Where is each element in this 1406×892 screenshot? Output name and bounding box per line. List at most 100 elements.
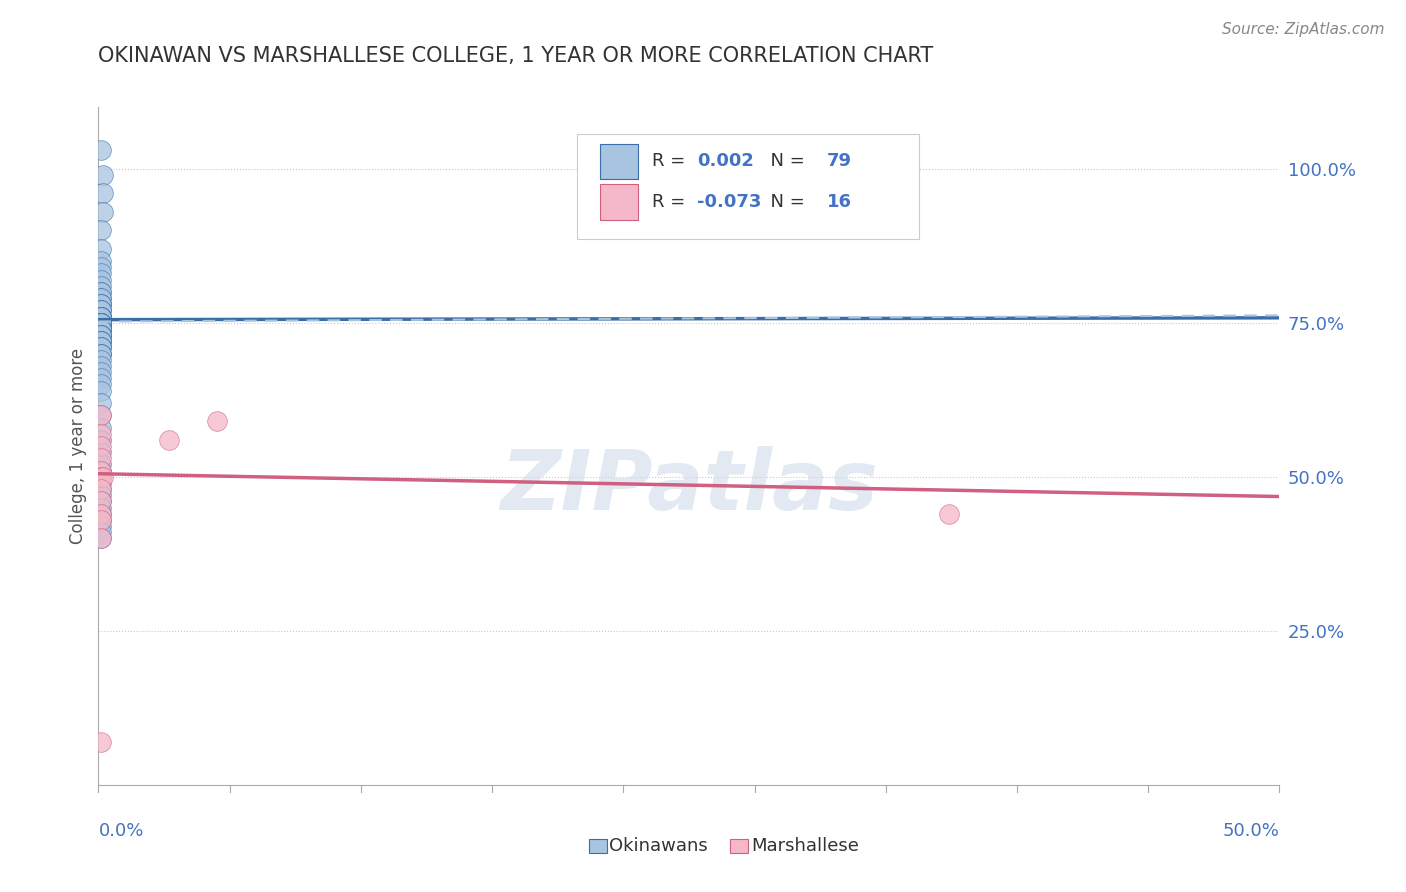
Point (91, 204, 114, 219)
Point (90, 316, 112, 330)
FancyBboxPatch shape (576, 134, 920, 239)
Point (90, 470, 112, 484)
Point (90, 310, 112, 324)
Point (90, 322, 112, 336)
Point (90, 494, 112, 508)
Point (938, 507, 960, 521)
Point (90, 507, 112, 521)
Text: Source: ZipAtlas.com: Source: ZipAtlas.com (1222, 22, 1385, 37)
Point (90, 334, 112, 349)
Point (90, 334, 112, 349)
Point (205, 414, 228, 428)
Point (90, 316, 112, 330)
Point (90, 267, 112, 281)
Point (90, 735, 112, 749)
Point (90, 316, 112, 330)
Text: N =: N = (759, 153, 810, 170)
Point (90, 420, 112, 434)
Point (90, 316, 112, 330)
Point (90, 408, 112, 422)
Point (91, 186, 114, 201)
Point (90, 328, 112, 343)
Text: 50.0%: 50.0% (1223, 822, 1279, 840)
Point (90, 291, 112, 305)
Point (90, 426, 112, 441)
Point (90, 303, 112, 318)
Point (157, 433, 180, 447)
Point (90, 260, 112, 275)
Point (90, 352, 112, 367)
Point (90, 532, 112, 546)
Point (90, 475, 112, 490)
Point (90, 310, 112, 324)
Point (90, 291, 112, 305)
Text: 0.002: 0.002 (697, 153, 754, 170)
Text: 79: 79 (827, 153, 852, 170)
Point (90, 334, 112, 349)
Point (90, 278, 112, 293)
Point (90, 433, 112, 447)
Point (91, 168, 114, 182)
Point (90, 297, 112, 311)
Point (90, 328, 112, 343)
Point (90, 464, 112, 478)
Point (90, 458, 112, 472)
Point (90, 532, 112, 546)
Point (90, 322, 112, 336)
Point (90, 445, 112, 459)
Point (90, 464, 112, 478)
Point (90, 297, 112, 311)
Point (90, 346, 112, 360)
Point (90, 340, 112, 354)
Text: 0.0%: 0.0% (98, 822, 143, 840)
Point (90, 310, 112, 324)
Point (90, 494, 112, 508)
Point (90, 254, 112, 268)
Point (90, 439, 112, 453)
Point (90, 377, 112, 392)
Point (90, 482, 112, 496)
Point (90, 322, 112, 336)
Point (90, 328, 112, 343)
Text: 16: 16 (827, 193, 852, 211)
Text: N =: N = (759, 193, 810, 211)
Point (90, 371, 112, 385)
Point (90, 470, 112, 484)
FancyBboxPatch shape (600, 185, 638, 219)
Point (90, 408, 112, 422)
Point (90, 143, 112, 157)
Point (90, 334, 112, 349)
Point (90, 310, 112, 324)
Point (90, 396, 112, 410)
Point (90, 365, 112, 379)
Point (90, 223, 112, 237)
Point (90, 507, 112, 521)
Point (90, 451, 112, 466)
Point (90, 316, 112, 330)
Point (90, 482, 112, 496)
Point (90, 242, 112, 256)
Point (90, 310, 112, 324)
Point (90, 359, 112, 373)
Point (90, 316, 112, 330)
Point (90, 519, 112, 533)
Point (90, 285, 112, 299)
Point (90, 272, 112, 286)
Point (90, 322, 112, 336)
Point (90, 513, 112, 527)
Point (90, 316, 112, 330)
Point (90, 340, 112, 354)
Point (90, 525, 112, 540)
Point (90, 322, 112, 336)
Point (90, 488, 112, 502)
Point (90, 316, 112, 330)
Point (90, 340, 112, 354)
Point (90, 384, 112, 398)
Text: R =: R = (652, 193, 692, 211)
Point (90, 303, 112, 318)
Point (90, 346, 112, 360)
Text: Okinawans: Okinawans (609, 837, 709, 855)
Text: ZIPatlas: ZIPatlas (501, 446, 877, 527)
Point (90, 303, 112, 318)
Point (90, 310, 112, 324)
